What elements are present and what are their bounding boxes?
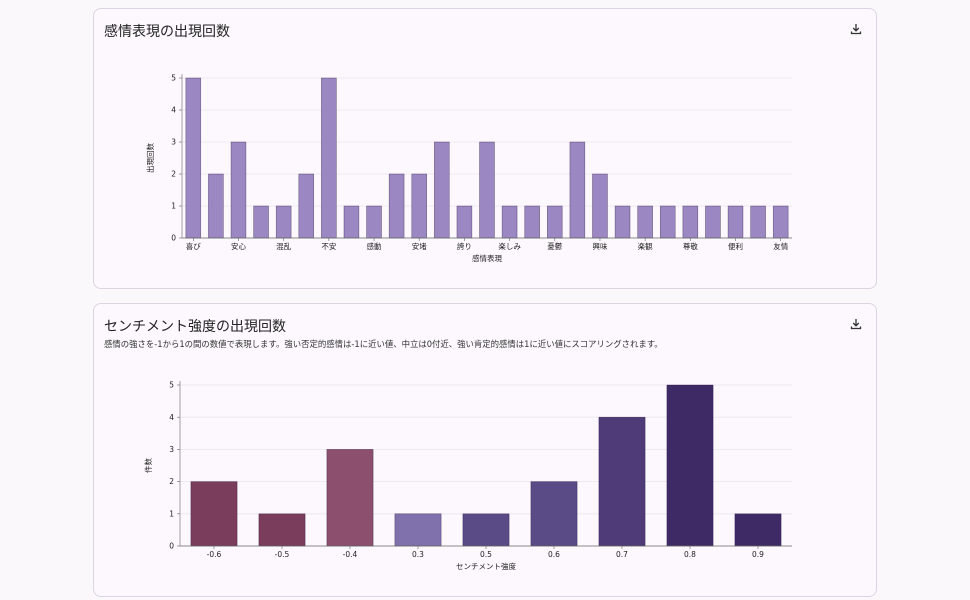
y-tick-label: 1 <box>171 202 176 211</box>
bar <box>530 481 578 547</box>
x-tick-label: 便利 <box>728 241 743 251</box>
x-tick-label: 0.6 <box>548 550 560 559</box>
bar <box>275 205 292 239</box>
x-tick-label: 尊敬 <box>683 241 698 251</box>
sentiment-chart-title: センチメント強度の出現回数 <box>104 319 286 335</box>
y-tick-label: 1 <box>169 509 174 518</box>
y-axis-title: 出現回数 <box>145 143 155 173</box>
x-tick-label: 楽しみ <box>498 241 521 251</box>
x-tick-label: 感動 <box>367 241 382 251</box>
y-tick-label: 5 <box>171 74 176 83</box>
bar <box>569 141 586 239</box>
bar <box>637 205 653 239</box>
y-tick-label: 5 <box>169 381 174 390</box>
bar <box>366 205 382 239</box>
bar <box>727 205 744 239</box>
x-tick-label: 友情 <box>773 241 788 251</box>
x-tick-label: 喜び <box>186 241 201 251</box>
bar <box>456 205 473 239</box>
sentiment-chart-description: 感情の強さを-1から1の間の数値で表現します。強い否定的感情は-1に近い値、中立… <box>104 339 663 349</box>
bar <box>659 205 676 239</box>
x-tick-label: 不安 <box>321 241 336 251</box>
y-tick-label: 3 <box>169 445 174 454</box>
bar <box>705 205 721 239</box>
bar <box>479 141 495 239</box>
bar <box>394 513 442 547</box>
y-tick-label: 0 <box>171 234 176 243</box>
bar <box>321 77 337 239</box>
x-tick-label: 楽観 <box>638 241 653 251</box>
y-axis-title: 件数 <box>143 458 153 473</box>
x-axis-title: 感情表現 <box>472 253 502 263</box>
emotion-download-button[interactable] <box>848 21 864 37</box>
download-icon <box>850 24 862 35</box>
bar <box>343 205 360 239</box>
x-tick-label: 混乱 <box>276 241 291 251</box>
bar <box>772 205 789 239</box>
sentiment-bar-chart: 0 1 2 3 4 5 -0.6 -0.5 -0.4 0.3 0.5 0.6 0.7 0.8 0.9 センチメ… <box>143 381 792 571</box>
x-tick-label: 0.5 <box>480 550 492 559</box>
bar <box>501 205 518 239</box>
y-tick-label: 4 <box>171 106 176 115</box>
bar <box>253 205 269 239</box>
bar <box>524 205 540 239</box>
bar <box>592 173 608 239</box>
y-tick-label: 2 <box>169 477 174 486</box>
bar <box>190 481 238 547</box>
bar <box>411 173 427 239</box>
bar <box>326 449 374 547</box>
y-tick-label: 2 <box>171 170 176 179</box>
x-tick-label: 興味 <box>592 241 607 251</box>
x-tick-label: -0.5 <box>275 550 290 559</box>
bar <box>185 77 202 239</box>
bar <box>258 513 306 547</box>
x-tick-label: 誇り <box>457 241 472 251</box>
bar <box>682 205 699 239</box>
x-tick-label: 憂鬱 <box>547 241 562 251</box>
bar <box>598 416 646 547</box>
emotion-chart-title: 感情表現の出現回数 <box>104 24 230 40</box>
bar <box>298 173 315 239</box>
bar <box>666 384 714 547</box>
bar <box>547 205 563 239</box>
x-tick-label: -0.6 <box>207 550 222 559</box>
bar <box>734 513 782 547</box>
x-tick-label: 0.3 <box>412 550 424 559</box>
bar <box>434 141 450 239</box>
sentiment-chart-card: センチメント強度の出現回数 感情の強さを-1から1の間の数値で表現します。強い否… <box>93 303 877 597</box>
x-tick-label: 0.8 <box>684 550 696 559</box>
download-icon <box>850 319 862 330</box>
x-axis-title: センチメント強度 <box>456 561 516 571</box>
bar <box>208 173 224 239</box>
sentiment-download-button[interactable] <box>848 316 864 332</box>
y-tick-label: 0 <box>169 542 174 551</box>
bar <box>614 205 631 239</box>
x-tick-label: 安心 <box>231 241 246 251</box>
x-tick-label: -0.4 <box>343 550 358 559</box>
bar <box>388 173 405 239</box>
y-tick-label: 3 <box>171 138 176 147</box>
x-tick-label: 0.7 <box>616 550 628 559</box>
emotion-chart-card: 感情表現の出現回数 0 1 2 3 4 5 喜び 安心 混乱 不安 感動 安堵 誇り 楽しみ 憂鬱 興味 楽観 尊… <box>93 8 877 289</box>
bar <box>750 205 766 239</box>
bar <box>462 513 510 547</box>
x-tick-label: 安堵 <box>412 241 427 251</box>
x-tick-label: 0.9 <box>752 550 764 559</box>
y-tick-label: 4 <box>169 413 174 422</box>
bar <box>230 141 247 239</box>
